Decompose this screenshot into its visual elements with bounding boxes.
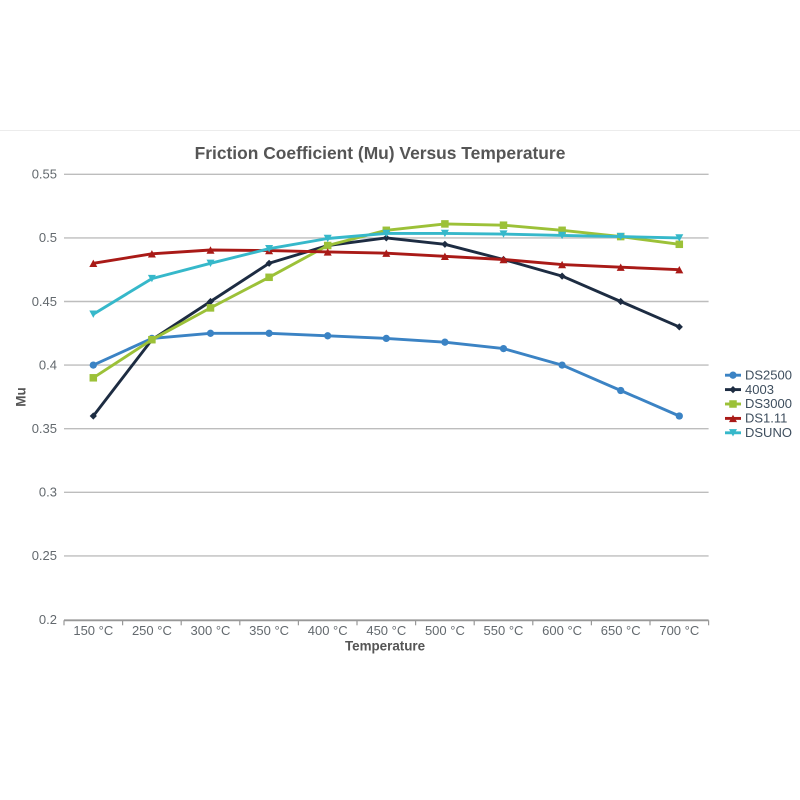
svg-text:550 °C: 550 °C [484, 623, 524, 638]
svg-text:150 °C: 150 °C [73, 623, 113, 638]
svg-text:0.25: 0.25 [32, 548, 57, 563]
svg-text:650 °C: 650 °C [601, 623, 641, 638]
svg-text:0.55: 0.55 [32, 167, 57, 182]
svg-text:Temperature: Temperature [345, 639, 425, 654]
svg-text:0.2: 0.2 [39, 612, 57, 627]
svg-text:700 °C: 700 °C [659, 623, 699, 638]
svg-text:600 °C: 600 °C [542, 623, 582, 638]
svg-text:0.4: 0.4 [39, 357, 57, 372]
svg-text:500 °C: 500 °C [425, 623, 465, 638]
svg-text:250 °C: 250 °C [132, 623, 172, 638]
svg-text:Friction Coefficient (Mu) Vers: Friction Coefficient (Mu) Versus Tempera… [195, 143, 566, 163]
svg-text:4003: 4003 [745, 382, 774, 397]
svg-text:0.45: 0.45 [32, 294, 57, 309]
svg-text:DSUNO: DSUNO [745, 425, 792, 440]
svg-text:0.35: 0.35 [32, 421, 57, 436]
svg-text:DS2500: DS2500 [745, 367, 792, 382]
svg-text:450 °C: 450 °C [366, 623, 406, 638]
svg-text:0.5: 0.5 [39, 230, 57, 245]
svg-text:0.3: 0.3 [39, 485, 57, 500]
svg-text:300 °C: 300 °C [191, 623, 231, 638]
svg-text:350 °C: 350 °C [249, 623, 289, 638]
svg-text:400 °C: 400 °C [308, 623, 348, 638]
svg-text:DS1.11: DS1.11 [745, 411, 787, 426]
svg-text:Mu: Mu [14, 387, 29, 407]
svg-text:DS3000: DS3000 [745, 396, 792, 411]
